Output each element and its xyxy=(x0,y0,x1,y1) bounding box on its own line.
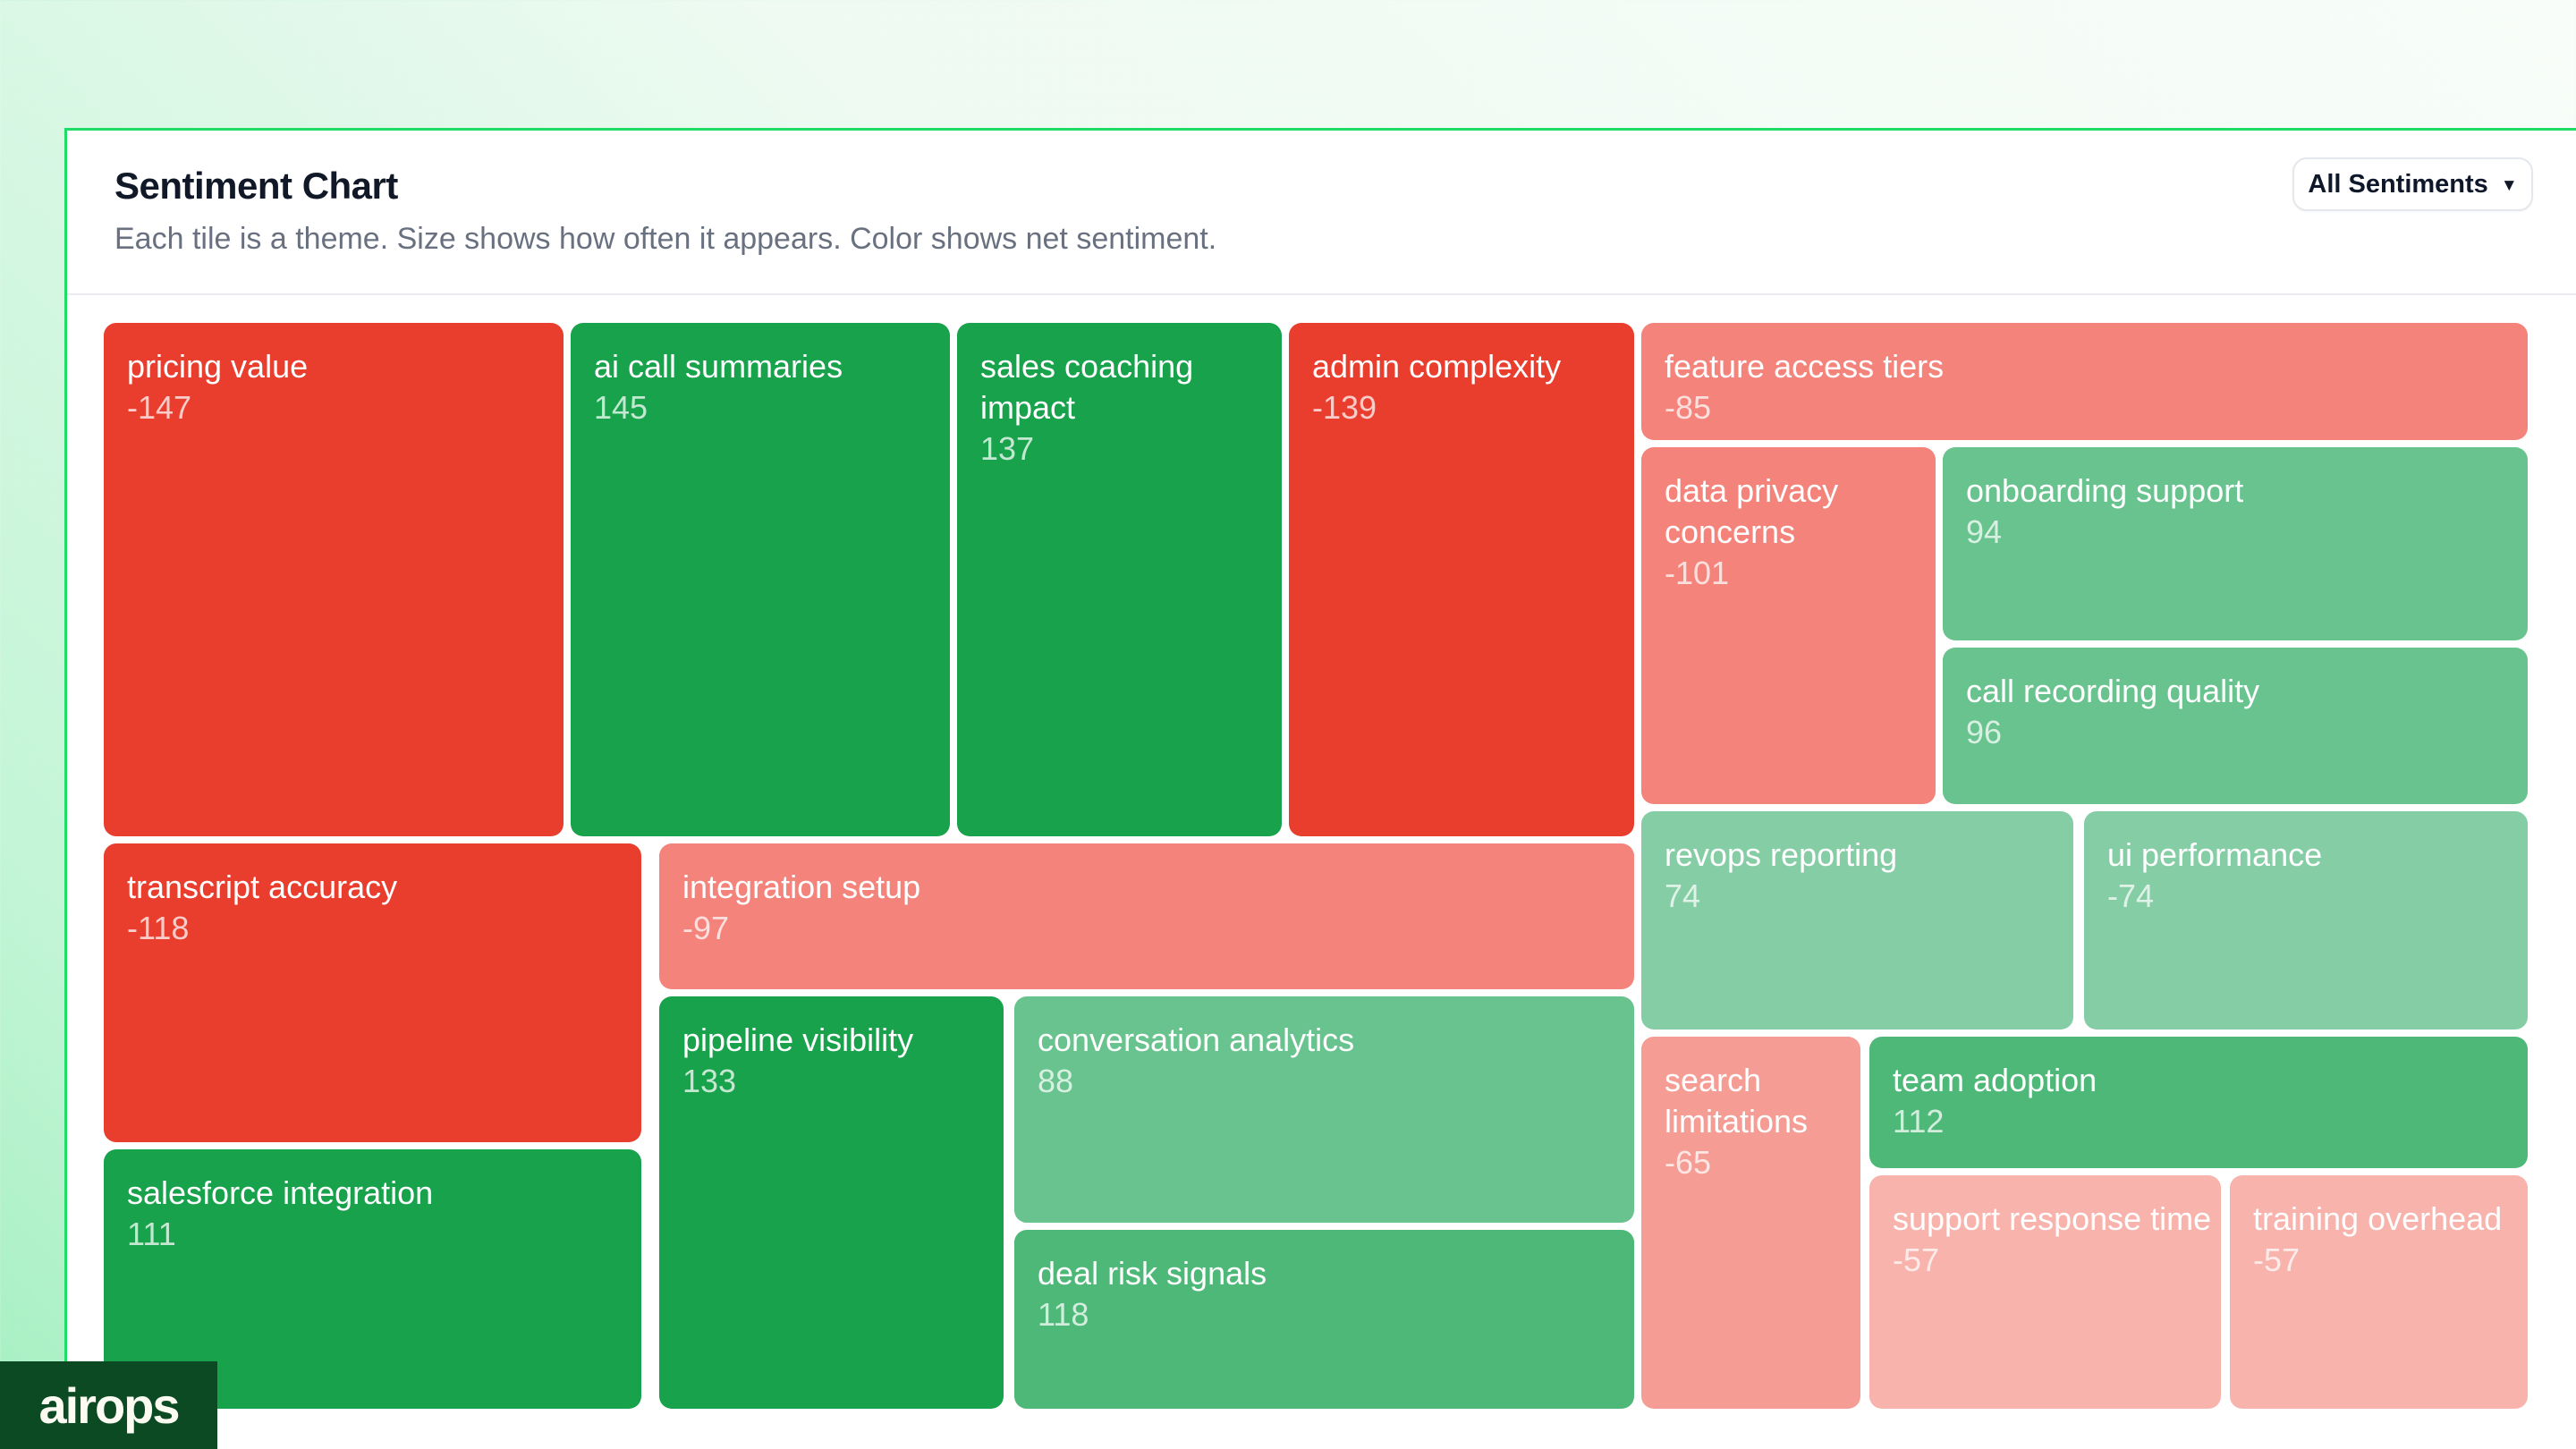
tile-value: -85 xyxy=(1665,389,1712,427)
tile-label: ai call summaries xyxy=(594,348,843,385)
tile-label: integration setup xyxy=(682,869,921,905)
tile-value: 96 xyxy=(1966,714,2003,751)
treemap-tile-salesforce-integration[interactable]: salesforce integration 111 xyxy=(104,1149,641,1409)
tile-label: call recording quality xyxy=(1966,673,2260,709)
tile-label: pricing value xyxy=(127,348,309,385)
airops-logo-text: airops xyxy=(38,1377,180,1434)
airops-logo: airops xyxy=(0,1361,217,1449)
treemap-tile-deal-risk-signals[interactable]: deal risk signals 118 xyxy=(1014,1230,1634,1409)
tile-label: search limitations xyxy=(1665,1062,1809,1140)
card-header: Sentiment Chart Each tile is a theme. Si… xyxy=(114,165,1216,257)
treemap-tile-conversation-analytics[interactable]: conversation analytics 88 xyxy=(1014,996,1634,1223)
treemap-tile-sales-coaching-impact[interactable]: sales coaching impact 137 xyxy=(957,323,1282,836)
tile-value: 133 xyxy=(682,1063,737,1100)
treemap-tile-search-limitations[interactable]: search limitations -65 xyxy=(1641,1037,1860,1409)
tile-value: -97 xyxy=(682,910,730,947)
tile-label: salesforce integration xyxy=(127,1174,434,1211)
tile-label: team adoption xyxy=(1893,1062,2097,1098)
sentiment-filter-label: All Sentiments xyxy=(2308,169,2488,199)
treemap-tile-ai-call-summaries[interactable]: ai call summaries 145 xyxy=(571,323,950,836)
sentiment-filter-dropdown[interactable]: All Sentiments ▼ xyxy=(2292,157,2533,211)
tile-label: deal risk signals xyxy=(1038,1255,1267,1292)
tile-value: -147 xyxy=(127,389,192,427)
tile-value: -57 xyxy=(2253,1241,2301,1279)
treemap-tile-onboarding-support[interactable]: onboarding support 94 xyxy=(1943,447,2528,640)
treemap-tile-pipeline-visibility[interactable]: pipeline visibility 133 xyxy=(659,996,1004,1409)
treemap-tile-training-overhead[interactable]: training overhead -57 xyxy=(2230,1175,2528,1409)
tile-value: -101 xyxy=(1665,555,1730,592)
tile-label: admin complexity xyxy=(1312,348,1562,385)
tile-value: 137 xyxy=(980,430,1035,468)
treemap-tile-feature-access-tiers[interactable]: feature access tiers -85 xyxy=(1641,323,2528,440)
treemap-tile-ui-performance[interactable]: ui performance -74 xyxy=(2084,811,2528,1030)
page-title: Sentiment Chart xyxy=(114,165,398,207)
page-subtitle: Each tile is a theme. Size shows how oft… xyxy=(114,222,1217,256)
tile-label: ui performance xyxy=(2107,836,2323,873)
tile-label: sales coaching impact xyxy=(980,348,1194,427)
treemap-tile-integration-setup[interactable]: integration setup -97 xyxy=(659,843,1634,989)
tile-value: -139 xyxy=(1312,389,1377,427)
tile-value: -65 xyxy=(1665,1144,1712,1182)
tile-label: transcript accuracy xyxy=(127,869,398,905)
tile-value: -57 xyxy=(1893,1241,1940,1279)
treemap-tile-pricing-value[interactable]: pricing value -147 xyxy=(104,323,564,836)
tile-value: 145 xyxy=(594,389,648,427)
tile-label: onboarding support xyxy=(1966,472,2244,509)
tile-value: 112 xyxy=(1893,1103,1945,1140)
tile-label: revops reporting xyxy=(1665,836,1898,873)
tile-label: training overhead xyxy=(2253,1200,2503,1237)
treemap-tile-transcript-accuracy[interactable]: transcript accuracy -118 xyxy=(104,843,641,1142)
tile-value: 74 xyxy=(1665,877,1701,915)
tile-value: -118 xyxy=(127,910,190,947)
treemap-tile-revops-reporting[interactable]: revops reporting 74 xyxy=(1641,811,2073,1030)
tile-value: -74 xyxy=(2107,877,2155,915)
tile-value: 111 xyxy=(127,1216,176,1253)
treemap-tile-team-adoption[interactable]: team adoption 112 xyxy=(1869,1037,2528,1168)
treemap-tile-admin-complexity[interactable]: admin complexity -139 xyxy=(1289,323,1634,836)
treemap-tile-support-response-time[interactable]: support response time -57 xyxy=(1869,1175,2221,1409)
tile-label: conversation analytics xyxy=(1038,1021,1355,1058)
header-divider xyxy=(67,293,2576,295)
treemap-tile-call-recording-quality[interactable]: call recording quality 96 xyxy=(1943,648,2528,804)
chevron-down-icon: ▼ xyxy=(2500,175,2518,195)
tile-label: support response time xyxy=(1893,1200,2212,1237)
tile-value: 94 xyxy=(1966,513,2003,551)
tile-label: data privacy concerns xyxy=(1665,472,1839,551)
tile-label: pipeline visibility xyxy=(682,1021,914,1058)
tile-label: feature access tiers xyxy=(1665,348,1945,385)
treemap-tile-data-privacy-concerns[interactable]: data privacy concerns -101 xyxy=(1641,447,1936,804)
tile-value: 88 xyxy=(1038,1063,1074,1100)
tile-value: 118 xyxy=(1038,1296,1089,1334)
